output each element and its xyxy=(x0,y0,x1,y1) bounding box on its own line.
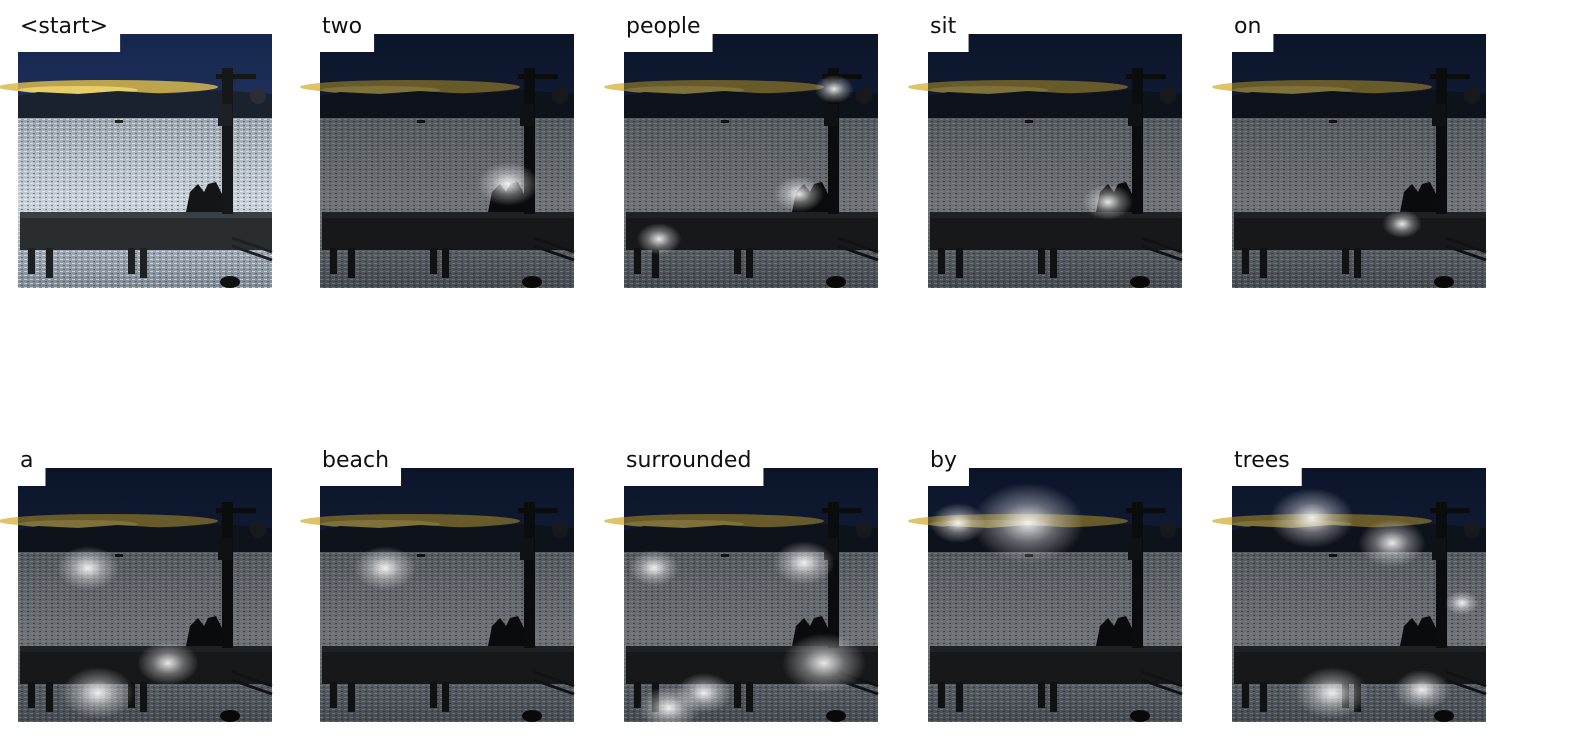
attention-glow xyxy=(1445,591,1479,615)
word-label: beach xyxy=(322,448,389,473)
label-background xyxy=(926,0,969,52)
label-background xyxy=(1230,0,1274,52)
attention-panel: on xyxy=(1210,0,1488,290)
attention-panel: trees xyxy=(1210,434,1488,724)
label-background xyxy=(926,434,969,486)
attention-glow xyxy=(930,503,986,543)
label-background xyxy=(318,434,402,486)
label-background xyxy=(622,434,764,486)
word-label: a xyxy=(20,448,33,473)
attention-glow xyxy=(477,162,539,206)
attention-glow xyxy=(782,633,866,693)
word-label: on xyxy=(1234,14,1261,39)
attention-panel: people xyxy=(602,0,880,290)
label-background xyxy=(16,434,46,486)
attention-glow xyxy=(636,223,682,255)
attention-glow xyxy=(773,176,825,212)
attention-glow xyxy=(57,546,119,590)
label-background xyxy=(622,0,713,52)
attention-glow xyxy=(354,546,416,590)
attention-panel: sit xyxy=(906,0,1184,290)
attention-panel: beach xyxy=(298,434,576,724)
label-background xyxy=(1230,434,1302,486)
attention-panel: by xyxy=(906,434,1184,724)
word-label: trees xyxy=(1234,448,1290,473)
attention-glow xyxy=(1082,184,1134,220)
word-label: people xyxy=(626,14,701,39)
attention-glow xyxy=(1270,488,1354,548)
word-label: two xyxy=(322,14,362,39)
attention-panel: surrounded xyxy=(602,434,880,730)
label-background xyxy=(16,0,121,52)
attention-glow xyxy=(1382,210,1422,238)
attention-glow xyxy=(1394,670,1450,710)
word-label: <start> xyxy=(20,14,108,39)
attention-glow xyxy=(773,541,835,585)
label-background xyxy=(318,0,375,52)
attention-glow xyxy=(814,75,854,103)
attention-panel: a xyxy=(0,434,274,724)
attention-glow xyxy=(676,673,732,713)
attention-glow xyxy=(61,667,135,719)
attention-panel: two xyxy=(298,0,576,290)
attention-glow xyxy=(1295,667,1369,719)
word-label: sit xyxy=(930,14,957,39)
word-label: surrounded xyxy=(626,448,751,473)
word-label: by xyxy=(930,448,957,473)
attention-glow xyxy=(1358,519,1426,567)
panel-image xyxy=(0,32,274,290)
attention-glow xyxy=(137,641,199,685)
attention-glow xyxy=(628,550,680,586)
attention-panel: <start> xyxy=(0,0,274,290)
attention-glow xyxy=(972,483,1084,563)
